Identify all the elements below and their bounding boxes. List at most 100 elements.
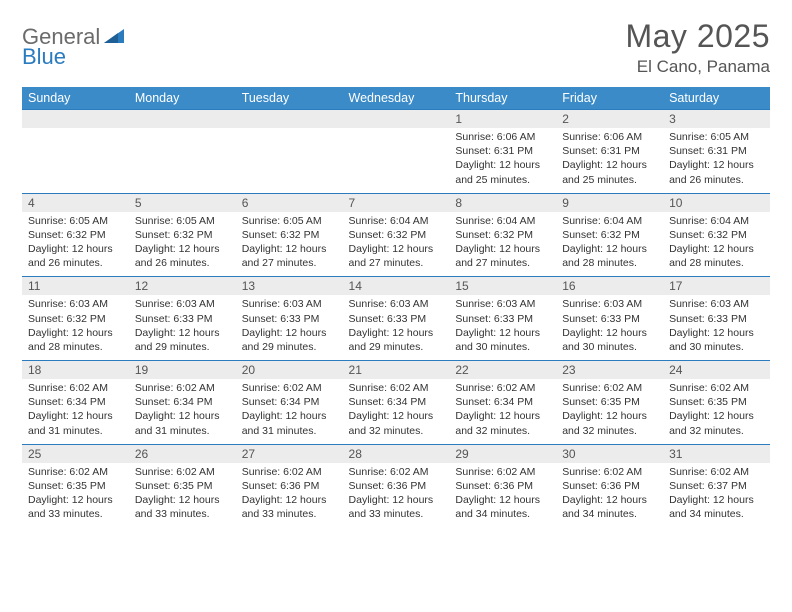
day-line: and 29 minutes. (242, 340, 337, 354)
day-line: Sunset: 6:34 PM (349, 395, 444, 409)
week-row: 18Sunrise: 6:02 AMSunset: 6:34 PMDayligh… (22, 361, 770, 445)
day-number (129, 110, 236, 128)
day-line: Daylight: 12 hours (135, 409, 230, 423)
day-line: and 27 minutes. (349, 256, 444, 270)
day-cell: 22Sunrise: 6:02 AMSunset: 6:34 PMDayligh… (449, 361, 556, 445)
day-cell: 30Sunrise: 6:02 AMSunset: 6:36 PMDayligh… (556, 444, 663, 527)
dayhead-thu: Thursday (449, 87, 556, 110)
day-line: Daylight: 12 hours (28, 326, 123, 340)
day-line: Sunset: 6:33 PM (242, 312, 337, 326)
day-line: Sunrise: 6:05 AM (28, 214, 123, 228)
day-line: and 25 minutes. (455, 173, 550, 187)
day-number (343, 110, 450, 128)
day-line: Sunset: 6:35 PM (669, 395, 764, 409)
day-number: 30 (556, 445, 663, 463)
week-row: 25Sunrise: 6:02 AMSunset: 6:35 PMDayligh… (22, 444, 770, 527)
day-number: 12 (129, 277, 236, 295)
day-number: 26 (129, 445, 236, 463)
day-line: Sunrise: 6:02 AM (135, 381, 230, 395)
day-line: and 28 minutes. (669, 256, 764, 270)
day-line: and 30 minutes. (455, 340, 550, 354)
day-line: and 31 minutes. (242, 424, 337, 438)
day-line: and 32 minutes. (349, 424, 444, 438)
day-line: and 31 minutes. (28, 424, 123, 438)
week-row: 4Sunrise: 6:05 AMSunset: 6:32 PMDaylight… (22, 193, 770, 277)
day-number: 27 (236, 445, 343, 463)
day-number: 13 (236, 277, 343, 295)
day-line: and 28 minutes. (28, 340, 123, 354)
day-line: Sunrise: 6:04 AM (455, 214, 550, 228)
day-line: and 27 minutes. (455, 256, 550, 270)
dayhead-sun: Sunday (22, 87, 129, 110)
day-line: Daylight: 12 hours (242, 326, 337, 340)
day-line: Sunrise: 6:02 AM (28, 465, 123, 479)
day-body: Sunrise: 6:02 AMSunset: 6:34 PMDaylight:… (449, 379, 556, 444)
day-line: Sunset: 6:34 PM (455, 395, 550, 409)
day-number: 2 (556, 110, 663, 128)
day-body: Sunrise: 6:02 AMSunset: 6:34 PMDaylight:… (236, 379, 343, 444)
day-line: Sunrise: 6:03 AM (562, 297, 657, 311)
day-number: 1 (449, 110, 556, 128)
day-body: Sunrise: 6:03 AMSunset: 6:33 PMDaylight:… (236, 295, 343, 360)
day-body: Sunrise: 6:02 AMSunset: 6:36 PMDaylight:… (449, 463, 556, 528)
day-body: Sunrise: 6:03 AMSunset: 6:33 PMDaylight:… (449, 295, 556, 360)
day-body: Sunrise: 6:03 AMSunset: 6:32 PMDaylight:… (22, 295, 129, 360)
day-number: 28 (343, 445, 450, 463)
day-cell: 23Sunrise: 6:02 AMSunset: 6:35 PMDayligh… (556, 361, 663, 445)
day-header-row: Sunday Monday Tuesday Wednesday Thursday… (22, 87, 770, 110)
day-cell (236, 110, 343, 194)
day-body: Sunrise: 6:04 AMSunset: 6:32 PMDaylight:… (556, 212, 663, 277)
day-line: and 33 minutes. (28, 507, 123, 521)
day-line: Daylight: 12 hours (562, 158, 657, 172)
day-line: Sunset: 6:32 PM (28, 312, 123, 326)
day-line: Daylight: 12 hours (28, 493, 123, 507)
day-body: Sunrise: 6:05 AMSunset: 6:31 PMDaylight:… (663, 128, 770, 193)
day-cell: 4Sunrise: 6:05 AMSunset: 6:32 PMDaylight… (22, 193, 129, 277)
day-line: Sunset: 6:36 PM (349, 479, 444, 493)
day-line: and 26 minutes. (669, 173, 764, 187)
day-line: Sunset: 6:32 PM (349, 228, 444, 242)
day-line: Sunrise: 6:02 AM (455, 381, 550, 395)
day-body: Sunrise: 6:02 AMSunset: 6:35 PMDaylight:… (129, 463, 236, 528)
day-cell: 6Sunrise: 6:05 AMSunset: 6:32 PMDaylight… (236, 193, 343, 277)
day-number: 20 (236, 361, 343, 379)
day-number: 18 (22, 361, 129, 379)
day-cell: 21Sunrise: 6:02 AMSunset: 6:34 PMDayligh… (343, 361, 450, 445)
day-line: Sunrise: 6:05 AM (135, 214, 230, 228)
day-line: Sunset: 6:33 PM (562, 312, 657, 326)
day-line: Sunset: 6:34 PM (135, 395, 230, 409)
day-line: Sunrise: 6:05 AM (669, 130, 764, 144)
day-cell: 29Sunrise: 6:02 AMSunset: 6:36 PMDayligh… (449, 444, 556, 527)
day-line: Daylight: 12 hours (455, 158, 550, 172)
day-number: 25 (22, 445, 129, 463)
day-line: Sunset: 6:32 PM (562, 228, 657, 242)
day-number: 4 (22, 194, 129, 212)
day-cell: 31Sunrise: 6:02 AMSunset: 6:37 PMDayligh… (663, 444, 770, 527)
day-line: Daylight: 12 hours (669, 493, 764, 507)
day-line: Sunset: 6:34 PM (28, 395, 123, 409)
day-line: Daylight: 12 hours (669, 242, 764, 256)
day-cell: 5Sunrise: 6:05 AMSunset: 6:32 PMDaylight… (129, 193, 236, 277)
day-line: Daylight: 12 hours (349, 493, 444, 507)
day-line: Sunset: 6:33 PM (349, 312, 444, 326)
day-cell: 28Sunrise: 6:02 AMSunset: 6:36 PMDayligh… (343, 444, 450, 527)
month-title: May 2025 (625, 18, 770, 55)
day-line: and 27 minutes. (242, 256, 337, 270)
day-body: Sunrise: 6:04 AMSunset: 6:32 PMDaylight:… (343, 212, 450, 277)
day-line: Sunrise: 6:06 AM (562, 130, 657, 144)
day-number: 11 (22, 277, 129, 295)
day-cell: 13Sunrise: 6:03 AMSunset: 6:33 PMDayligh… (236, 277, 343, 361)
day-cell (22, 110, 129, 194)
day-line: Daylight: 12 hours (562, 326, 657, 340)
day-body: Sunrise: 6:03 AMSunset: 6:33 PMDaylight:… (556, 295, 663, 360)
day-line: and 34 minutes. (455, 507, 550, 521)
day-body: Sunrise: 6:05 AMSunset: 6:32 PMDaylight:… (129, 212, 236, 277)
day-line: Sunrise: 6:03 AM (455, 297, 550, 311)
day-cell: 25Sunrise: 6:02 AMSunset: 6:35 PMDayligh… (22, 444, 129, 527)
day-body: Sunrise: 6:03 AMSunset: 6:33 PMDaylight:… (663, 295, 770, 360)
day-cell: 26Sunrise: 6:02 AMSunset: 6:35 PMDayligh… (129, 444, 236, 527)
day-number: 5 (129, 194, 236, 212)
day-line: Sunrise: 6:02 AM (669, 465, 764, 479)
day-line: Daylight: 12 hours (242, 242, 337, 256)
day-line: Daylight: 12 hours (669, 409, 764, 423)
